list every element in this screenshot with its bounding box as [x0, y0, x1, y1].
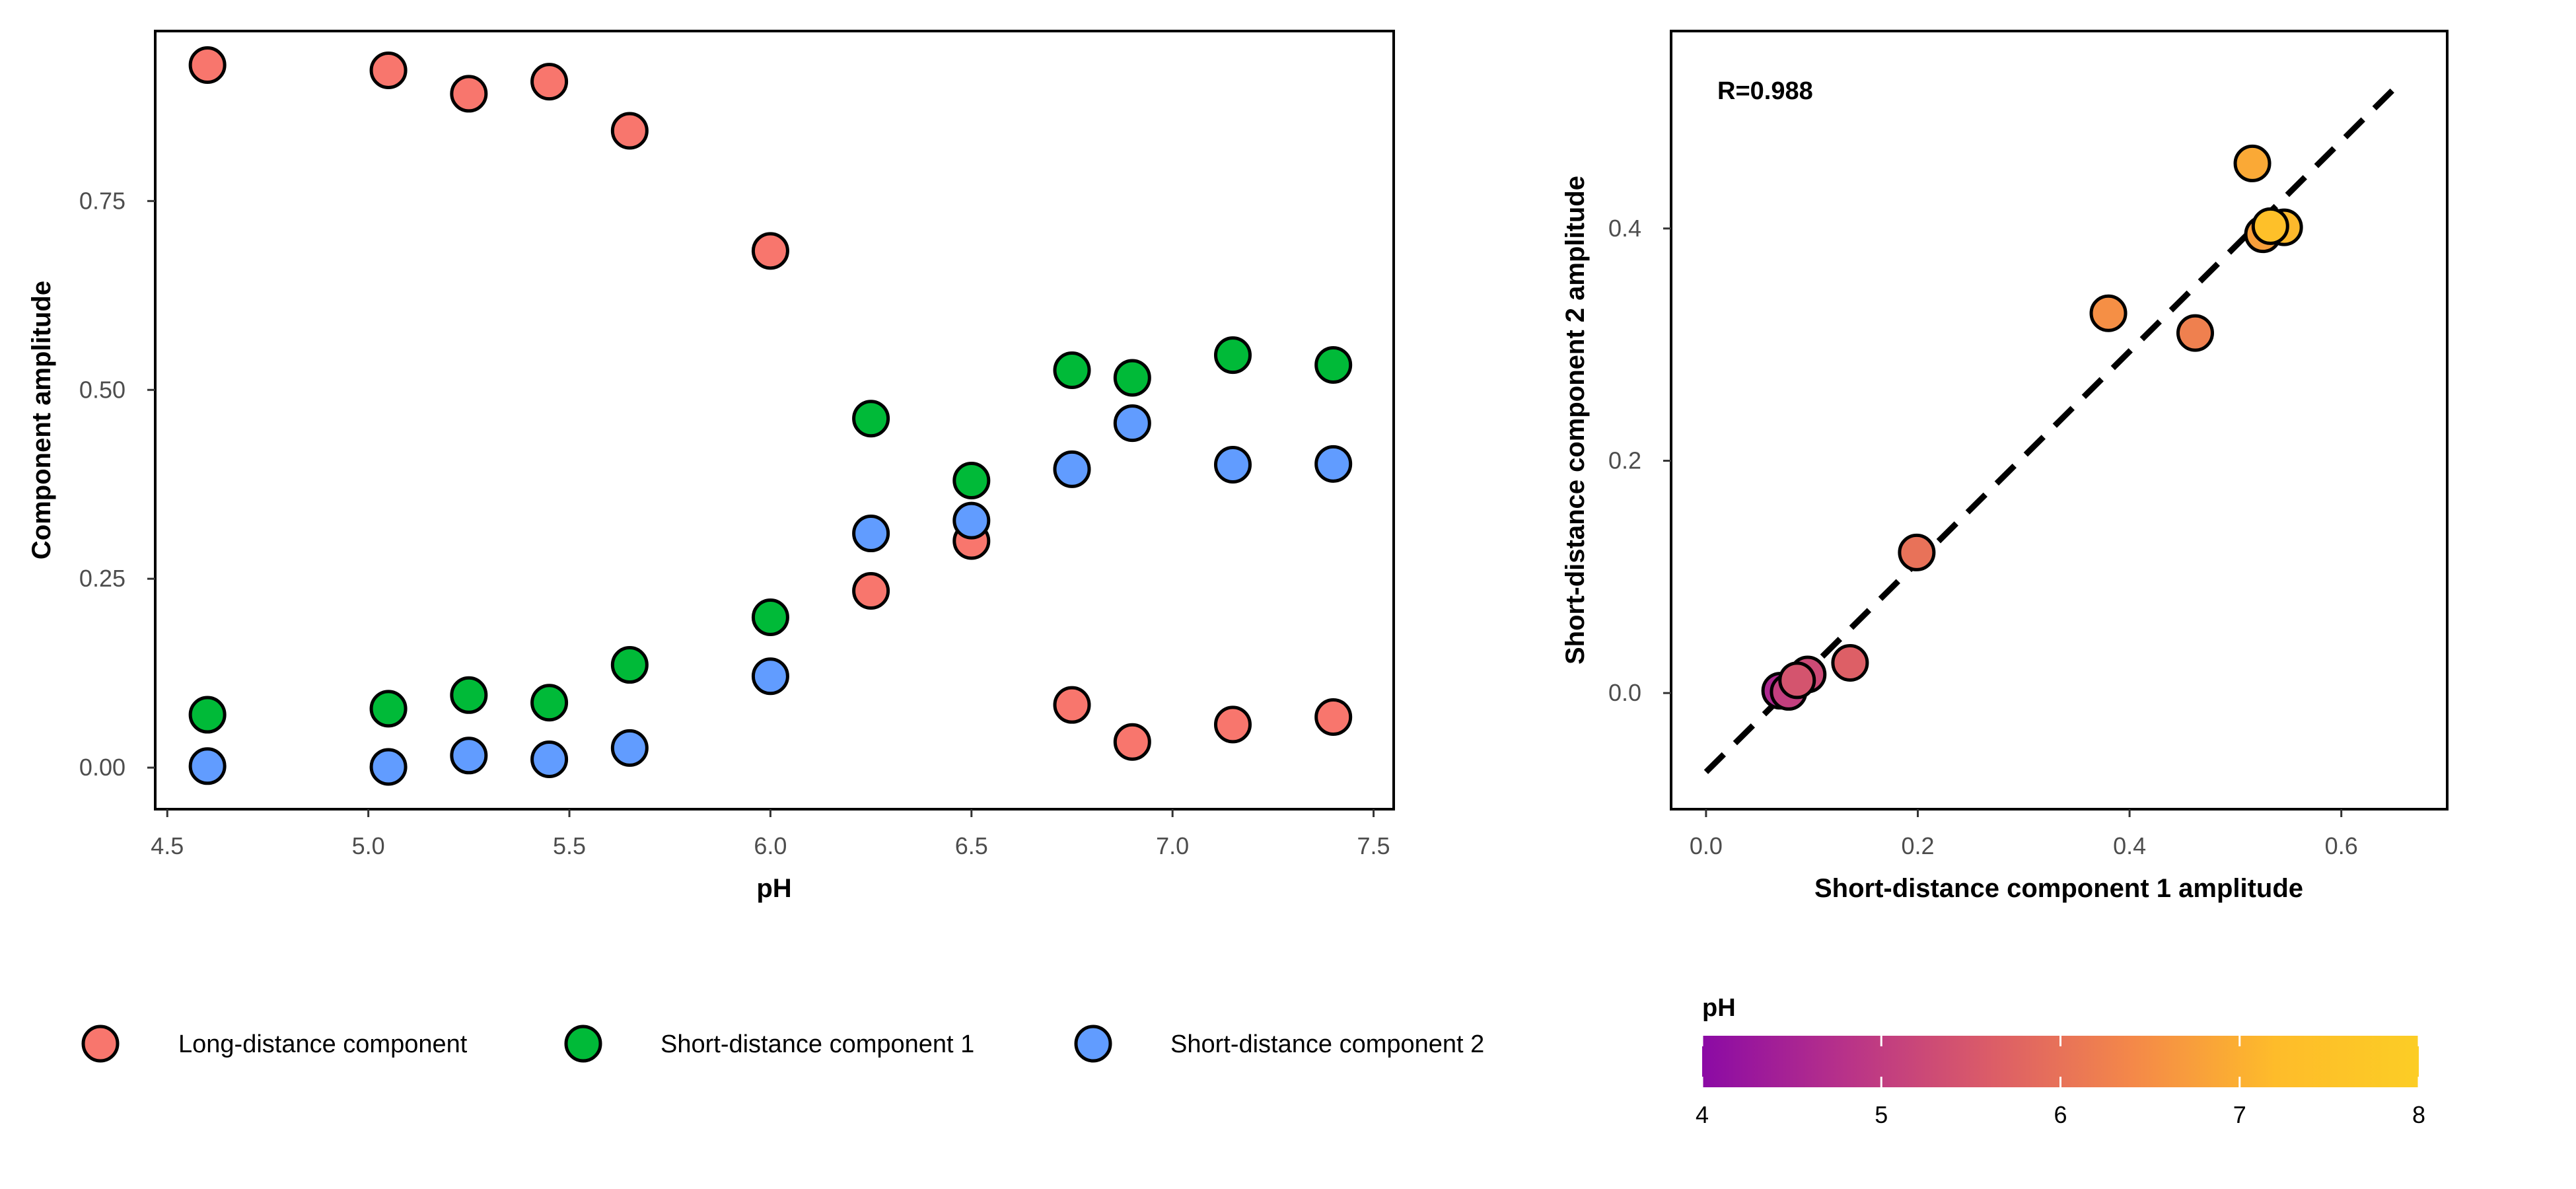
- left-x-tick-label: 4.5: [151, 832, 184, 859]
- data-point: [1314, 698, 1353, 736]
- left-points: [188, 46, 1353, 786]
- legend-label: Short-distance component 2: [1170, 1030, 1484, 1058]
- right-x-tick-label: 0.6: [2325, 832, 2358, 859]
- data-point: [1113, 359, 1151, 397]
- data-point: [1898, 533, 1936, 571]
- data-point: [188, 696, 227, 734]
- data-point: [751, 657, 789, 696]
- data-point: [2089, 294, 2128, 332]
- left-y-axis-title: Component amplitude: [27, 281, 56, 559]
- data-point: [1213, 445, 1252, 484]
- data-point: [369, 748, 408, 786]
- data-point: [530, 740, 569, 779]
- data-point: [530, 684, 569, 722]
- left-x-axis-title: pH: [756, 874, 791, 903]
- right-x-tick-label: 0.0: [1690, 832, 1723, 859]
- colorbar-tick-label: 7: [2233, 1101, 2246, 1128]
- data-point: [1831, 643, 1869, 682]
- legend-label: Long-distance component: [178, 1030, 468, 1058]
- right-y-axis-title: Short-distance component 2 amplitude: [1561, 176, 1590, 665]
- left-y-tick-label: 0.00: [79, 754, 125, 781]
- data-point: [610, 729, 649, 767]
- right-x-tick-label: 0.2: [1901, 832, 1934, 859]
- data-point: [1213, 336, 1252, 375]
- data-point: [1778, 661, 1816, 700]
- right-x-ticks: 0.0 0.2 0.4 0.6: [1690, 809, 2358, 859]
- right-y-tick-label: 0.4: [1608, 215, 1641, 242]
- data-point: [369, 51, 408, 89]
- data-point: [610, 112, 649, 150]
- left-x-tick-label: 5.0: [352, 832, 385, 859]
- left-plot-frame: [154, 30, 1395, 811]
- right-y-tick-label: 0.2: [1608, 447, 1641, 474]
- data-point: [751, 598, 789, 637]
- colorbar-tick-label: 8: [2412, 1101, 2425, 1128]
- left-x-ticks: 4.5 5.0 5.5 6.0 6.5 7.0 7.5: [151, 809, 1390, 859]
- legend-key: [564, 1025, 602, 1063]
- left-x-tick-label: 7.5: [1357, 832, 1390, 859]
- right-points: [1761, 144, 2303, 711]
- colorbar-tick-label: 4: [1696, 1101, 1709, 1128]
- data-point: [450, 75, 488, 113]
- data-point: [188, 747, 227, 785]
- data-point: [1053, 686, 1091, 724]
- left-y-ticks: 0.00 0.25 0.50 0.75: [79, 187, 155, 781]
- data-point: [530, 63, 569, 101]
- colorbar-tick-label: 6: [2054, 1101, 2067, 1128]
- data-point: [1113, 723, 1151, 761]
- left-y-tick-label: 0.50: [79, 376, 125, 403]
- data-point: [2176, 314, 2214, 352]
- right-y-ticks: 0.0 0.2 0.4: [1608, 215, 1671, 706]
- data-point: [1314, 346, 1353, 384]
- legend-label: Short-distance component 1: [661, 1030, 974, 1058]
- legend: Long-distance component Short-distance co…: [81, 1025, 1484, 1063]
- right-x-axis-title: Short-distance component 1 amplitude: [1814, 874, 2303, 903]
- right-y-tick-label: 0.0: [1608, 679, 1641, 706]
- data-point: [852, 515, 890, 553]
- colorbar: pH 4 5 6 7 8: [1696, 994, 2425, 1128]
- data-point: [952, 501, 991, 540]
- right-x-tick-label: 0.4: [2113, 832, 2146, 859]
- legend-key: [1074, 1025, 1112, 1063]
- right-plot-frame: [1670, 30, 2449, 811]
- data-point: [2233, 144, 2272, 182]
- data-point: [1053, 450, 1091, 488]
- colorbar-ticks: 4 5 6 7 8: [1696, 1036, 2425, 1128]
- data-point: [450, 737, 488, 775]
- data-point: [188, 46, 227, 84]
- left-x-tick-label: 5.5: [553, 832, 586, 859]
- data-point: [610, 646, 649, 684]
- data-point: [2251, 207, 2289, 245]
- data-point: [1113, 404, 1151, 443]
- data-point: [369, 690, 408, 728]
- left-x-tick-label: 6.0: [754, 832, 787, 859]
- data-point: [1053, 351, 1091, 390]
- colorbar-tick-label: 5: [1875, 1101, 1888, 1128]
- right-panel: 0.0 0.2 0.4 0.6 0.0 0.2 0.4 R=0.988 Short-dis…: [1561, 30, 2449, 903]
- data-point: [751, 232, 789, 270]
- data-point: [450, 676, 488, 714]
- data-point: [952, 461, 991, 499]
- data-point: [1314, 445, 1353, 483]
- data-point: [852, 400, 890, 438]
- data-point: [1213, 705, 1252, 744]
- colorbar-title: pH: [1702, 994, 1736, 1022]
- left-y-tick-label: 0.75: [79, 187, 125, 214]
- legend-key: [81, 1025, 120, 1063]
- left-x-tick-label: 6.5: [955, 832, 988, 859]
- left-panel: 4.5 5.0 5.5 6.0 6.5 7.0 7.5 0.00 0.25 0.50 0.75 p…: [27, 30, 1395, 903]
- data-point: [852, 571, 890, 610]
- correlation-annotation: R=0.988: [1717, 77, 1813, 105]
- left-x-tick-label: 7.0: [1156, 832, 1189, 859]
- left-y-tick-label: 0.25: [79, 565, 125, 592]
